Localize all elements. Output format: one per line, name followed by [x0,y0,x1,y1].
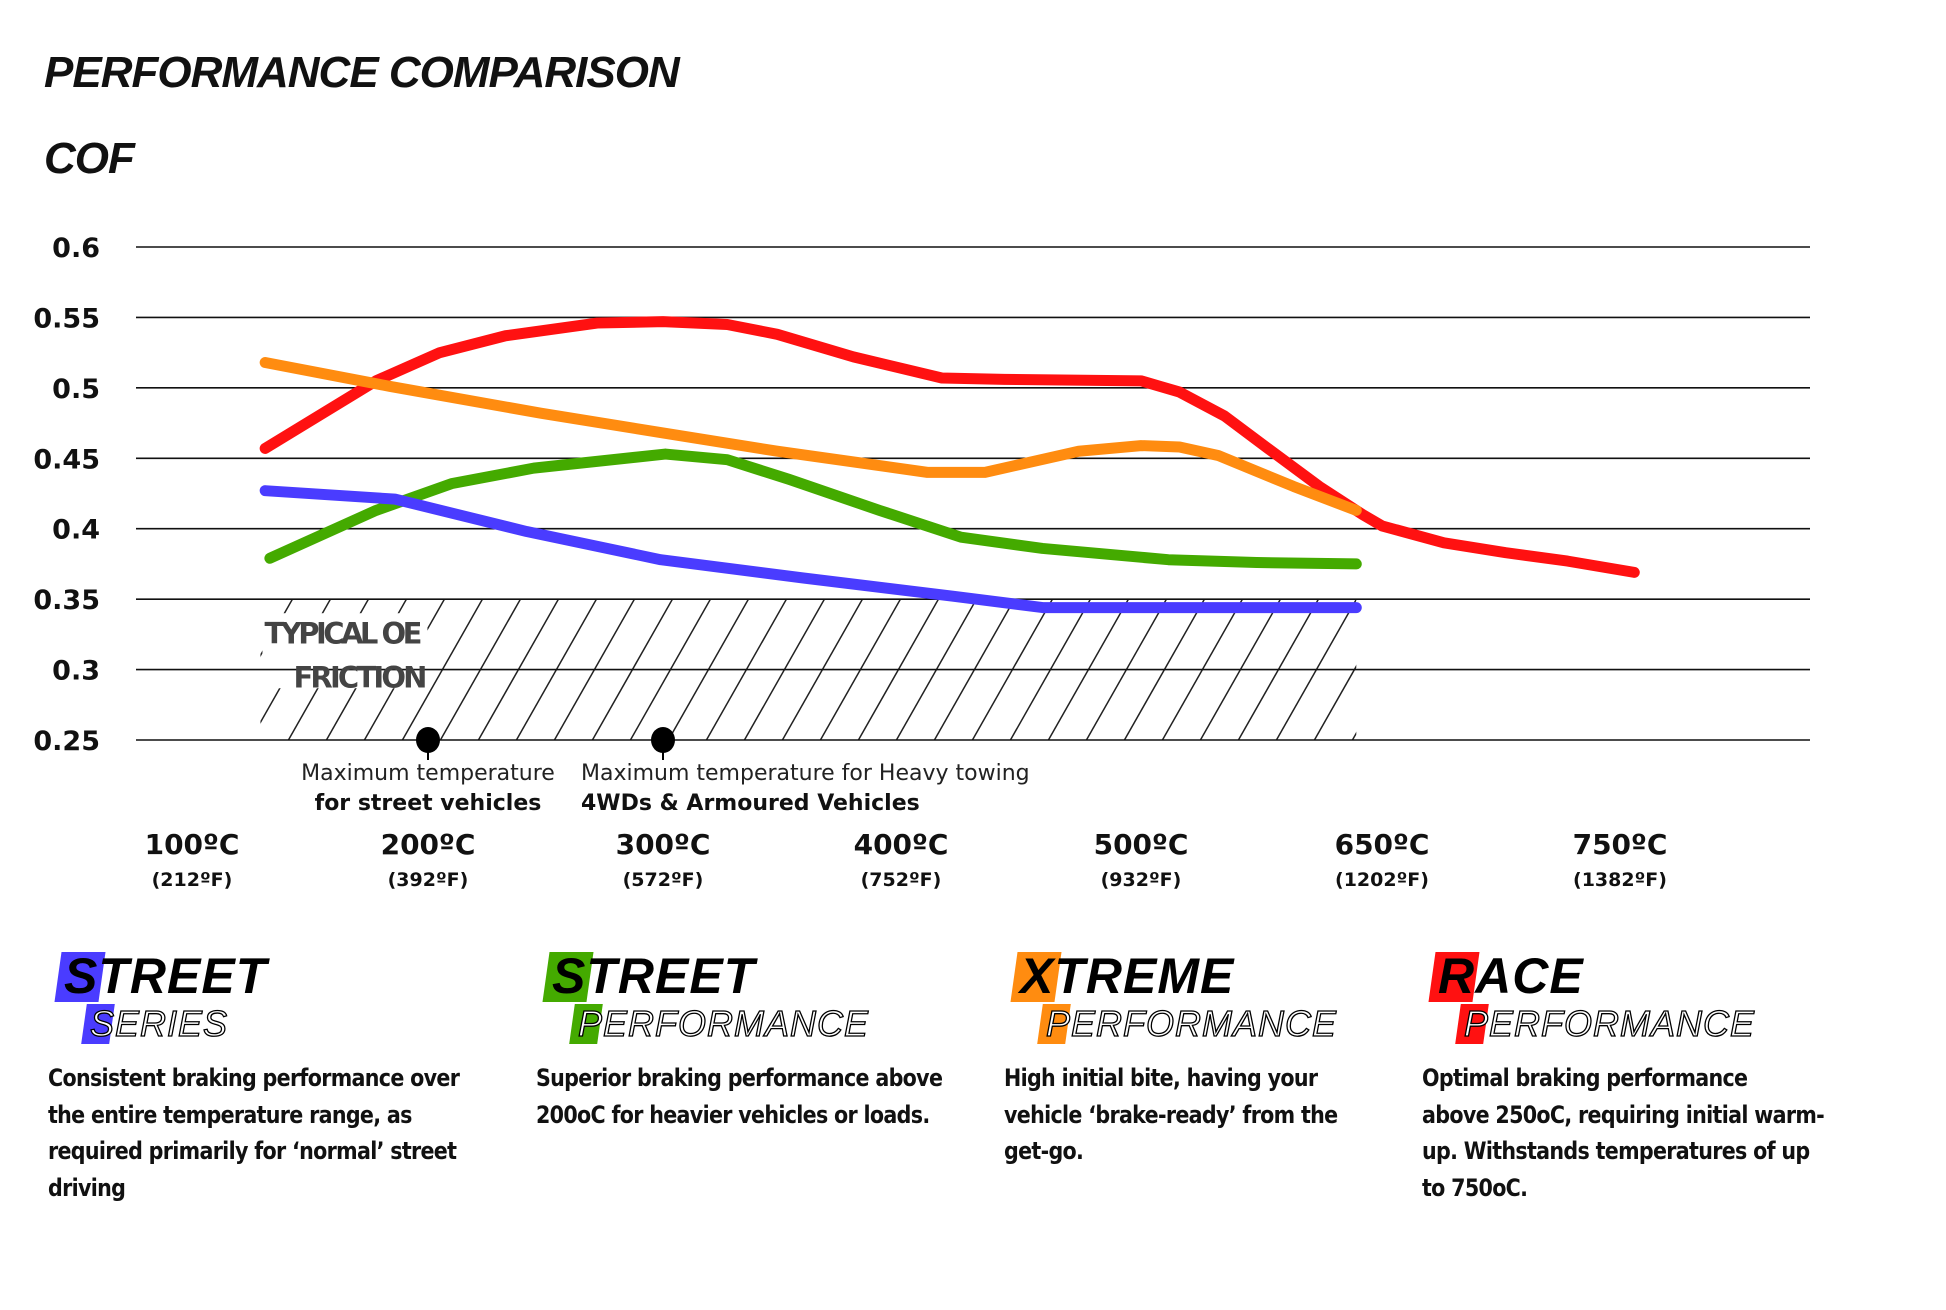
description-line: Optimal braking performance [1422,1064,1748,1092]
logo-subtitle-initial: P [1045,1003,1072,1044]
temperature-marker [651,727,675,753]
logo-subtitle-rest: ERFORMANCE [602,1003,870,1044]
y-tick-label: 0.45 [33,444,100,475]
description-line: High initial bite, having your [1004,1064,1318,1092]
race-performance-line [259,316,1640,578]
y-tick-label: 0.5 [52,374,100,405]
y-tick-label: 0.35 [33,585,100,616]
logo-title-initial: S [64,948,99,1004]
race-performance-description: Optimal braking performance above 250oC, … [1422,1060,1825,1206]
y-tick-label: 0.6 [52,233,100,264]
logo-subtitle-initial: P [577,1003,604,1044]
marker-annotation-line1: Maximum temperature for Heavy towing [581,761,1030,786]
x-tick-fahrenheit: (572ºF) [623,869,704,891]
y-tick-label: 0.3 [52,656,100,687]
street-performance-logo: STREET PERFORMANCE [540,950,940,1050]
logo-subtitle-rest: ERFORMANCE [1488,1003,1756,1044]
x-tick-label: 200ºC [381,828,476,861]
x-tick-label: 650ºC [1335,828,1430,861]
x-tick-label: 500ºC [1094,828,1189,861]
description-line: Consistent braking performance over [48,1064,460,1092]
street-performance-description: Superior braking performance above 200oC … [536,1060,943,1133]
page-title: PERFORMANCE COMPARISON [44,48,680,97]
y-tick-label: 0.4 [52,515,100,546]
street-series-logo: STREET SERIES [52,950,452,1050]
logo-subtitle-rest: ERFORMANCE [1070,1003,1338,1044]
x-tick-fahrenheit: (392ºF) [388,869,469,891]
xtreme-performance-description: High initial bite, having your vehicle ‘b… [1004,1060,1338,1170]
description-line: 200oC for heavier vehicles or loads. [536,1100,930,1129]
marker-annotation-line2: 4WDs & Armoured Vehicles [581,791,920,816]
logo-subtitle-rest: ERIES [114,1003,229,1044]
description-line: vehicle ‘brake-ready’ from the [1004,1100,1338,1129]
x-tick-fahrenheit: (1202ºF) [1335,869,1429,891]
cof-chart: 0.6 0.55 0.5 0.45 0.4 0.35 0.3 0.25 TYPICAL OE FR… [33,233,1810,891]
logo-subtitle: PERFORMANCE [1045,1003,1338,1044]
logo-title-rest: ACE [1475,948,1584,1004]
hatch-label-line2: FRICTION [293,661,427,695]
x-tick-fahrenheit: (752ºF) [861,869,942,891]
description-line: Superior braking performance above [536,1064,943,1092]
description-line: the entire temperature range, as [48,1100,412,1129]
street-series-description: Consistent braking performance over the e… [48,1060,460,1206]
description-line: up. Withstands temperatures of up [1422,1137,1810,1165]
logo-title: STREET [552,950,755,1002]
x-tick-label: 400ºC [854,828,949,861]
logo-title: RACE [1438,950,1584,1002]
logo-title-rest: TREME [1054,948,1235,1004]
race-performance-logo: RACE PERFORMANCE [1426,950,1826,1050]
logo-title-rest: TREET [586,948,756,1004]
x-tick-label: 300ºC [616,828,711,861]
logo-title-initial: S [552,948,587,1004]
x-tick-fahrenheit: (212ºF) [152,869,233,891]
description-line: get-go. [1004,1137,1084,1165]
logo-subtitle: PERFORMANCE [577,1003,870,1044]
chart-subtitle: COF [44,134,135,183]
logo-title: STREET [64,950,267,1002]
description-line: to 750oC. [1422,1173,1528,1202]
y-tick-label: 0.55 [33,303,100,334]
x-tick-label: 100ºC [145,828,240,861]
description-line: required primarily for ‘normal’ street [48,1137,457,1165]
description-line: driving [48,1173,126,1202]
street-series-line [259,485,1362,614]
logo-subtitle: SERIES [89,1003,229,1044]
logo-subtitle-initial: P [1463,1003,1490,1044]
logo-title: XTREME [1020,950,1234,1002]
hatch-label-bg [262,613,428,689]
logo-subtitle-initial: S [89,1003,116,1044]
marker-annotation-line2: for street vehicles [315,791,542,816]
x-tick-fahrenheit: (932ºF) [1101,869,1182,891]
description-line: above 250oC, requiring initial warm- [1422,1100,1825,1129]
logo-title-initial: X [1020,948,1055,1004]
street-performance-line [264,448,1362,570]
x-tick-fahrenheit: (1382ºF) [1573,869,1667,891]
x-tick-label: 750ºC [1573,828,1668,861]
xtreme-performance-line [259,357,1362,516]
hatch-label-line1: TYPICAL OE [264,616,422,650]
marker-annotation-line1: Maximum temperature [301,761,555,786]
xtreme-performance-logo: XTREME PERFORMANCE [1008,950,1408,1050]
logo-subtitle: PERFORMANCE [1463,1003,1756,1044]
temperature-marker [416,727,440,753]
logo-title-initial: R [1438,948,1476,1004]
y-tick-label: 0.25 [33,726,100,757]
logo-title-rest: TREET [98,948,268,1004]
